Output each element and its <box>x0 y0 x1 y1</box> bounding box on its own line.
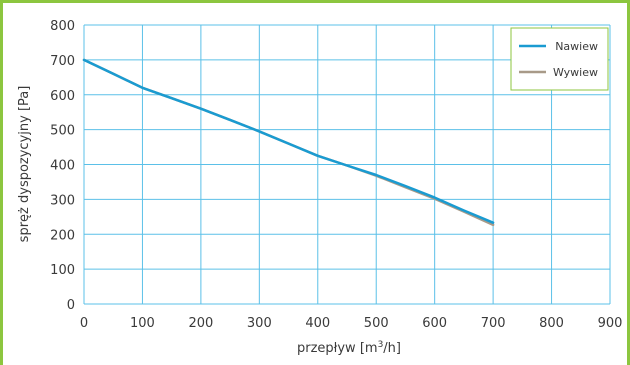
x-tick-label: 400 <box>305 316 330 331</box>
grid <box>83 24 611 305</box>
x-tick-label: 300 <box>247 316 272 331</box>
x-tick-label: 600 <box>422 316 447 331</box>
series-lines <box>82 58 495 227</box>
y-tick-label: 100 <box>50 263 75 278</box>
y-tick-label: 800 <box>50 19 75 34</box>
series-line-nawiew <box>82 58 495 224</box>
legend-label-nawiew: Nawiew <box>555 40 598 53</box>
x-tick-label: 200 <box>188 316 213 331</box>
y-tick-label: 400 <box>50 159 75 174</box>
x-tick-label: 0 <box>80 316 88 331</box>
x-axis-label: przepływ [m3/h] <box>297 340 401 356</box>
y-tick-label: 200 <box>50 228 75 243</box>
legend: Nawiew Wywiew <box>510 27 609 91</box>
y-tick-label: 300 <box>50 193 75 208</box>
y-tick-label: 600 <box>50 89 75 104</box>
x-tick-label: 700 <box>481 316 506 331</box>
x-tick-label: 100 <box>130 316 155 331</box>
tick-labels: 0 100 200 300 400 500 600 700 800 900 0 100 200 300 40… <box>50 19 622 331</box>
legend-label-wywiew: Wywiew <box>553 66 598 79</box>
y-axis-label: spręż dyspozycyjny [Pa] <box>17 86 32 243</box>
x-tick-label: 900 <box>598 316 623 331</box>
y-tick-label: 0 <box>67 298 75 313</box>
x-tick-label: 800 <box>539 316 564 331</box>
y-tick-label: 700 <box>50 54 75 69</box>
x-tick-label: 500 <box>364 316 389 331</box>
y-tick-label: 500 <box>50 124 75 139</box>
